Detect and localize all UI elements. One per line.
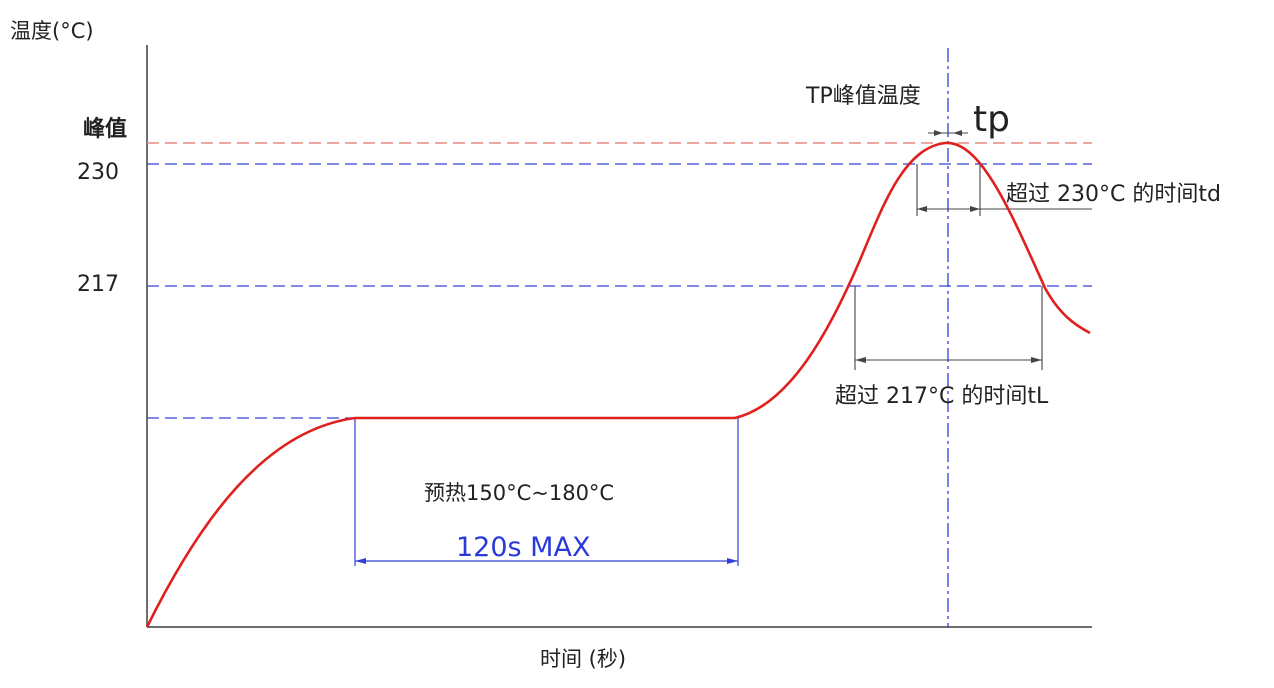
- preheat-time-label: 120s MAX: [456, 532, 590, 563]
- y-axis-title: 温度(°C): [10, 19, 94, 43]
- td-arrow-right: [970, 206, 980, 212]
- tl-label: 超过 217°C 的时间tL: [835, 384, 1049, 409]
- tl-arrow-right: [1031, 357, 1042, 363]
- td-label: 超过 230°C 的时间td: [1006, 182, 1221, 207]
- tp-arrow-left: [934, 130, 943, 136]
- preheat-arrow-right: [727, 558, 738, 564]
- td-arrow-left: [917, 206, 927, 212]
- tp-peak-label: TP峰值温度: [805, 84, 921, 109]
- preheat-arrow-left: [355, 558, 366, 564]
- tp-arrow-right: [953, 130, 962, 136]
- y-tick-230: 230: [77, 160, 119, 185]
- temperature-curve: [145, 141, 1091, 628]
- tl-arrow-left: [855, 357, 866, 363]
- y-peak-label: 峰值: [83, 116, 127, 142]
- tp-label: tp: [973, 99, 1010, 140]
- y-tick-217: 217: [77, 272, 119, 297]
- preheat-label: 预热150°C~180°C: [424, 481, 614, 505]
- x-axis-title: 时间 (秒): [540, 647, 626, 671]
